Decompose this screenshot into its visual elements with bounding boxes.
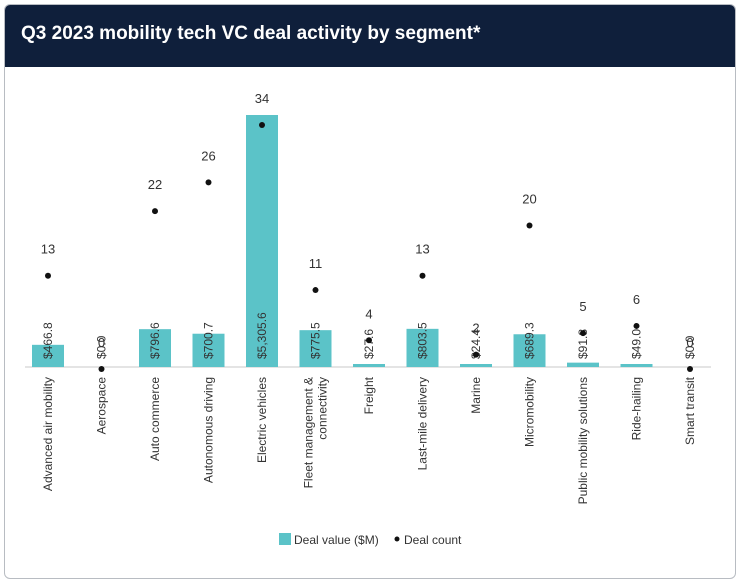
deal-count-dot [687,366,693,372]
deal-count-dot [526,222,533,229]
category-tick-label: Public mobility solutions [576,377,590,504]
deal-value-label: $796.6 [148,322,162,359]
deal-count-label: 13 [41,242,55,257]
deal-count-label: 22 [148,177,162,192]
chart-card: Q3 2023 mobility tech VC deal activity b… [4,4,736,579]
deal-count-dot [633,322,640,329]
category-tick-label: Advanced air mobility [41,377,55,491]
deal-count-dot [205,179,212,186]
deal-value-bar [139,329,171,367]
deal-count-label: 20 [522,191,536,206]
category-tick-label: Autonomous driving [202,377,216,483]
deal-value-label: $27.6 [362,329,376,359]
deal-count-label: 11 [309,256,323,271]
deal-value-bar [299,330,332,367]
deal-value-label: $49.0 [630,329,644,359]
deal-count-dot [259,122,265,128]
deal-count-label: 13 [415,242,429,257]
deal-count-dot [473,351,479,358]
legend-swatch-deal-value [279,533,291,545]
deal-value-label: $689.3 [523,322,537,359]
deal-value-label: $466.8 [41,322,55,359]
category-tick-label: Marine [469,377,483,414]
deal-count-dot [98,366,105,372]
deal-value-label: $5,305.6 [255,312,269,359]
deal-value-bar [460,364,492,367]
legend-label-deal-count: Deal count [404,533,462,547]
deal-count-dot [312,287,319,294]
category-tick-label: Smart transit [683,376,697,445]
deal-value-label: $0.0 [95,335,109,359]
deal-value-label: $775.5 [309,322,323,359]
deal-value-bar [353,364,385,367]
deal-count-dot [45,272,51,279]
chart-title: Q3 2023 mobility tech VC deal activity b… [21,23,481,44]
deal-count-dot [152,208,158,215]
deal-count-label: 2 [472,321,479,336]
deal-count-label: 34 [255,91,269,106]
category-tick-label: Fleet management & [302,377,316,488]
deal-count-label: 6 [633,292,640,307]
category-tick-label: Electric vehicles [255,377,269,463]
deal-count-dot [580,330,586,337]
legend-marker-deal-count [394,536,400,542]
deal-count-label: 26 [201,148,215,163]
deal-count-label: 4 [365,306,372,321]
deal-value-label: $700.7 [202,322,216,359]
deal-value-label: $91.8 [576,329,590,359]
deal-value-label: $803.5 [416,322,430,359]
category-tick-label: Last-mile delivery [416,377,430,470]
deal-value-bar [192,333,225,367]
deal-count-dot [419,272,426,279]
deal-value-bar [246,115,278,367]
chart-header: Q3 2023 mobility tech VC deal activity b… [5,5,735,67]
deal-count-label: 0 [686,335,693,350]
deal-count-label: 5 [579,299,586,314]
deal-value-bar [406,328,439,367]
legend-label-deal-value: Deal value ($M) [294,533,379,547]
category-tick-label: Aerospace [95,377,109,435]
category-tick-label: Auto commerce [148,377,162,461]
deal-value-bar [32,344,64,367]
deal-count-dot [366,337,372,344]
deal-count-label: 0 [98,335,105,350]
deal-value-label: $0.0 [683,335,697,359]
deal-value-bar [513,334,546,367]
category-tick-label: Micromobility [523,377,537,447]
deal-value-bar [620,364,653,367]
category-tick-label: connectivity [316,377,330,440]
deal-value-bar [567,362,599,367]
category-tick-label: Freight [362,376,376,414]
category-tick-label: Ride-hailing [630,377,644,440]
deal-value-label: $24.4 [469,329,483,359]
